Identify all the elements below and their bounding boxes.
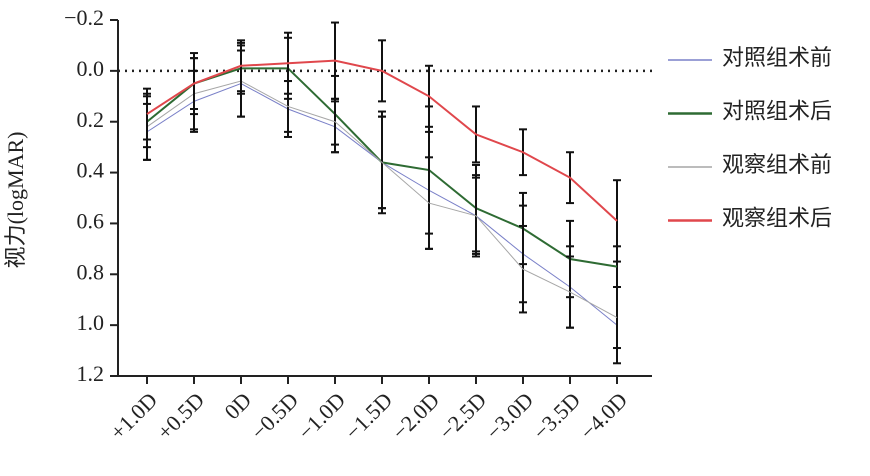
y-tick-label: 0.6: [77, 208, 105, 233]
y-axis-label: 视力(logMAR): [3, 132, 28, 269]
x-tick-label: −1.5D: [340, 387, 397, 444]
y-tick-label: 0.8: [77, 259, 105, 284]
y-tick-label: 1.0: [77, 310, 105, 335]
y-tick-label: −0.2: [64, 5, 104, 30]
y-tick-label: 0.4: [77, 158, 105, 183]
legend-label: 观察组术后: [722, 206, 832, 231]
x-tick-label: −4.0D: [575, 387, 632, 444]
x-tick-label: −2.0D: [387, 387, 444, 444]
legend-label: 对照组术后: [722, 99, 832, 124]
x-tick-label: −1.0D: [293, 387, 350, 444]
series-line: [146, 80, 618, 318]
x-tick-label: −3.0D: [481, 387, 538, 444]
x-tick-label: −3.5D: [528, 387, 585, 444]
x-tick-label: 0D: [219, 387, 256, 424]
x-tick-label: −2.5D: [434, 387, 491, 444]
x-tick-label: +1.0D: [105, 387, 162, 444]
y-tick-label: 0.0: [77, 56, 105, 81]
x-tick-label: −0.5D: [246, 387, 303, 444]
y-tick-label: 0.2: [77, 107, 105, 132]
legend-label: 观察组术前: [722, 152, 832, 177]
y-tick-label: 1.2: [77, 361, 105, 386]
x-tick-label: +0.5D: [152, 387, 209, 444]
legend-label: 对照组术前: [722, 45, 832, 70]
series-line: [146, 59, 618, 222]
